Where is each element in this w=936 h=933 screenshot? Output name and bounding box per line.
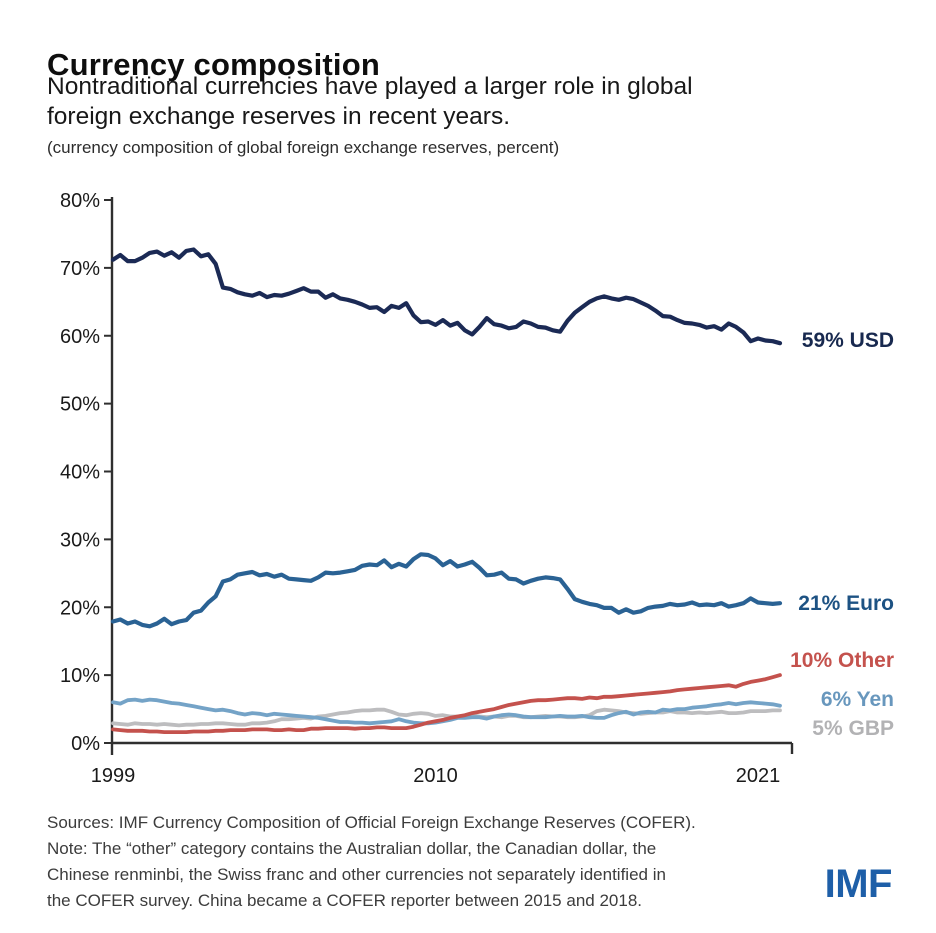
units-caption: (currency composition of global foreign … bbox=[47, 138, 560, 157]
other-line bbox=[111, 673, 782, 734]
y-tick-label: 50% bbox=[60, 394, 100, 416]
subtitle-line-2: foreign exchange reserves in recent year… bbox=[47, 103, 511, 130]
y-tick-label: 70% bbox=[60, 258, 100, 280]
y-tick-label: 60% bbox=[60, 326, 100, 348]
yen-end-label: 6% Yen bbox=[820, 688, 894, 711]
page-title: Currency composition bbox=[47, 46, 380, 82]
x-tick-label: 2010 bbox=[413, 765, 458, 787]
y-tick-label: 0% bbox=[71, 733, 100, 755]
x-tick-label: 1999 bbox=[91, 765, 136, 787]
other-end-label: 10% Other bbox=[790, 649, 894, 672]
y-tick-label: 40% bbox=[60, 462, 100, 484]
source-note-line-4: the COFER survey. China became a COFER r… bbox=[47, 891, 642, 910]
source-note-line-1: Sources: IMF Currency Composition of Off… bbox=[47, 813, 696, 832]
y-tick-label: 20% bbox=[60, 597, 100, 619]
y-tick-label: 30% bbox=[60, 529, 100, 551]
y-tick-label: 10% bbox=[60, 665, 100, 687]
source-note-line-2: Note: The “other” category contains the … bbox=[47, 839, 657, 858]
usd-end-label: 59% USD bbox=[801, 329, 894, 352]
chart-canvas: 0% 10% 20% 30% 40% 50% 60% 70% 80% 1999 2010 2021 bbox=[60, 190, 794, 787]
gbp-end-label: 5% GBP bbox=[812, 717, 894, 740]
euro-line bbox=[110, 552, 783, 629]
usd-line bbox=[110, 247, 783, 346]
subtitle: Nontraditional currencies have played a … bbox=[47, 72, 693, 132]
source-note-line-3: Chinese renminbi, the Swiss franc and ot… bbox=[47, 865, 666, 884]
x-tick-label: 2021 bbox=[736, 765, 781, 787]
subtitle-line-1: Nontraditional currencies have played a … bbox=[47, 73, 693, 100]
line-chart: 0% 10% 20% 30% 40% 50% 60% 70% 80% 1999 2010 2021 5… bbox=[0, 185, 936, 803]
y-tick-label: 80% bbox=[60, 190, 100, 212]
euro-end-label: 21% Euro bbox=[798, 592, 894, 615]
source-note: Sources: IMF Currency Composition of Off… bbox=[47, 810, 787, 914]
imf-logo: IMF bbox=[824, 862, 893, 906]
